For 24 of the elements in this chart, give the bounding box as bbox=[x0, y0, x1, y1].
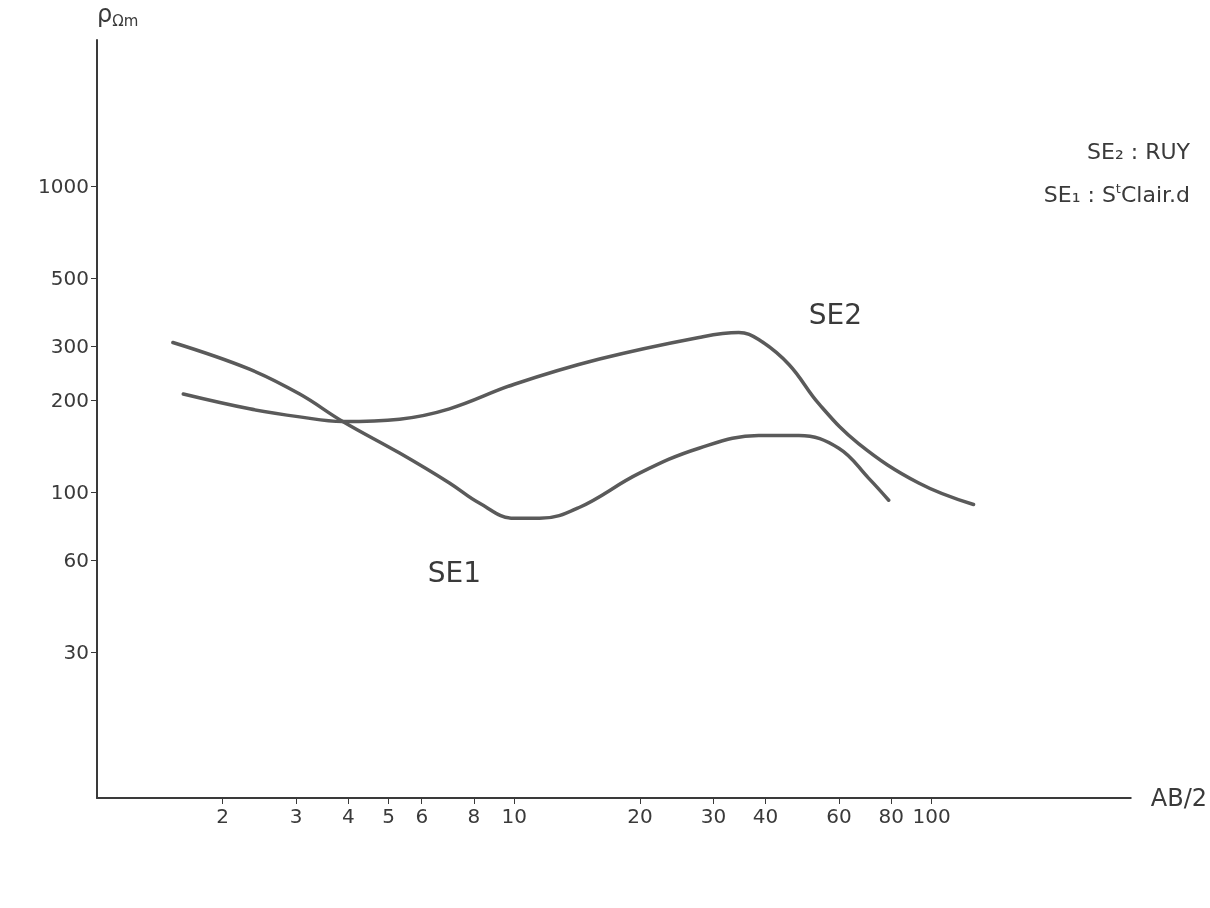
x-tick-label: 40 bbox=[752, 804, 779, 828]
x-tick-label: 10 bbox=[501, 804, 528, 828]
y-tick-label: 500 bbox=[50, 266, 89, 291]
y-tick-label: 60 bbox=[63, 547, 89, 572]
x-tick-label: 60 bbox=[826, 804, 852, 828]
x-tick-label: 4 bbox=[341, 804, 355, 828]
annotation: SE₂ : RUY bbox=[1087, 138, 1191, 164]
y-tick-label: 300 bbox=[50, 334, 89, 358]
x-tick-label: 3 bbox=[289, 804, 303, 828]
y-tick-label: 30 bbox=[63, 640, 89, 664]
x-tick-label: 6 bbox=[415, 804, 429, 828]
x-axis-title: AB/2 bbox=[1150, 784, 1208, 812]
x-tick-label: 5 bbox=[382, 804, 396, 828]
x-tick-label: 8 bbox=[467, 804, 481, 828]
x-tick-label: 100 bbox=[912, 804, 951, 828]
y-tick-label: 100 bbox=[50, 480, 89, 504]
y-tick-label: 200 bbox=[50, 387, 89, 412]
series-label: SE2 bbox=[808, 298, 863, 332]
x-tick-label: 2 bbox=[216, 804, 229, 828]
x-tick-label: 80 bbox=[878, 804, 904, 828]
x-tick-label: 20 bbox=[627, 804, 653, 828]
x-tick-label: 30 bbox=[700, 804, 727, 828]
series-label: SE1 bbox=[427, 555, 481, 589]
y-tick-label: 1000 bbox=[38, 174, 89, 198]
